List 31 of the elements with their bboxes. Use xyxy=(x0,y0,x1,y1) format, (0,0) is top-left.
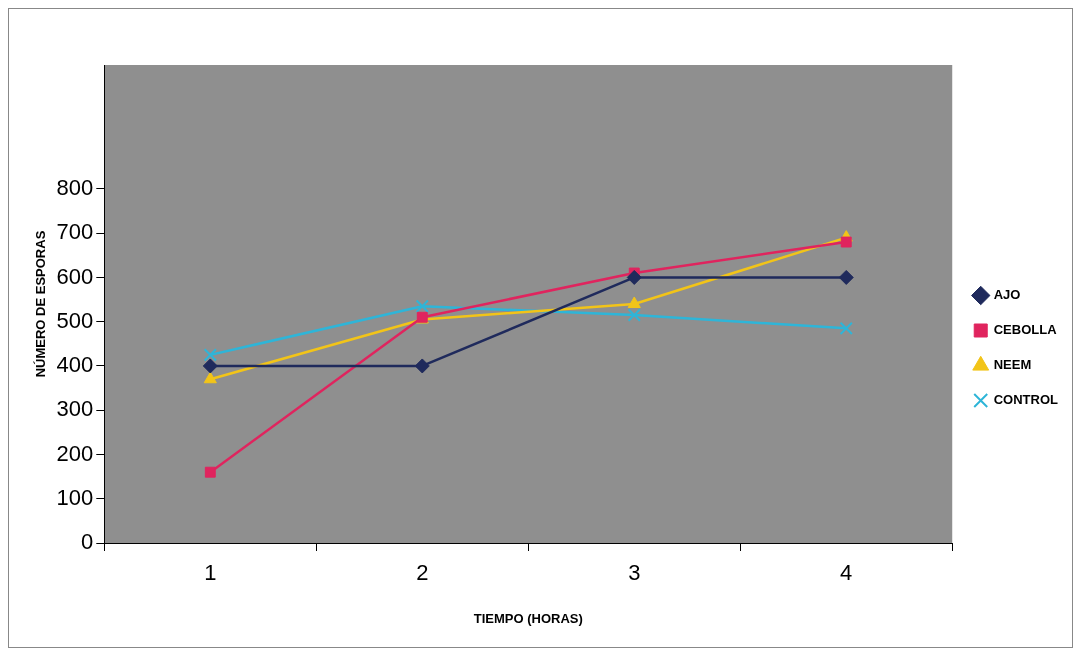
point xyxy=(202,358,218,374)
x-axis-title: TIEMPO (HORAS) xyxy=(473,610,583,626)
point xyxy=(627,296,641,308)
x-tick-label: 4 xyxy=(840,560,853,586)
point xyxy=(626,269,642,285)
point xyxy=(840,236,852,248)
legend-label: CONTROL xyxy=(993,392,1059,408)
point xyxy=(204,466,216,478)
point xyxy=(203,348,217,362)
y-tick-label: 400 xyxy=(56,352,94,378)
point xyxy=(203,371,217,384)
point xyxy=(839,321,853,335)
point xyxy=(414,358,430,374)
y-tick-label: 200 xyxy=(56,440,94,466)
y-tick-label: 700 xyxy=(56,219,94,245)
y-axis-title: NÚMERO DE ESPORAS xyxy=(33,230,49,378)
x-tick-label: 1 xyxy=(204,560,217,586)
point xyxy=(838,269,854,285)
y-tick-label: 100 xyxy=(56,484,94,510)
y-tick-label: 300 xyxy=(56,396,94,422)
y-tick-label: 800 xyxy=(56,174,94,200)
y-tick-label: 500 xyxy=(56,307,94,333)
point xyxy=(627,308,641,322)
y-tick-label: 600 xyxy=(56,263,94,289)
legend-label: AJO xyxy=(993,287,1021,303)
x-tick-label: 3 xyxy=(628,560,641,586)
point xyxy=(415,299,429,313)
y-tick-label: 0 xyxy=(81,529,94,555)
legend-label: NEEM xyxy=(993,357,1032,373)
legend-label: CEBOLLA xyxy=(993,322,1058,338)
x-tick-label: 2 xyxy=(416,560,429,586)
